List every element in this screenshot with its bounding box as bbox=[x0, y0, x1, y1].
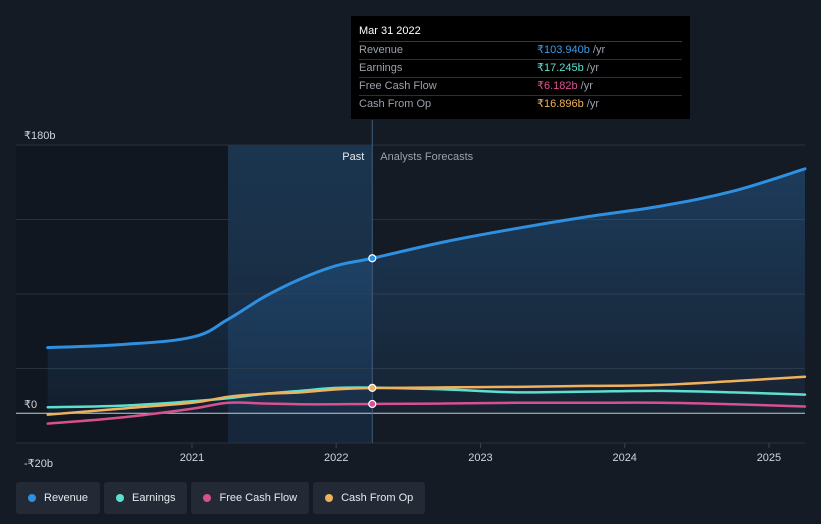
legend-dot-icon bbox=[116, 494, 125, 502]
tooltip-unit: /yr bbox=[586, 62, 599, 74]
legend-label: Earnings bbox=[132, 492, 176, 504]
legend-item-revenue[interactable]: Revenue bbox=[16, 482, 101, 514]
legend-label: Revenue bbox=[44, 492, 89, 504]
x-tick-label: 2021 bbox=[180, 452, 204, 464]
x-tick-label: 2025 bbox=[757, 452, 781, 464]
tooltip-row-earnings: Earnings ₹17.245b /yr bbox=[359, 60, 682, 78]
tooltip-value: ₹16.896b bbox=[537, 98, 584, 110]
tooltip-value: ₹103.940b bbox=[537, 44, 590, 56]
tooltip-row-free-cash-flow: Free Cash Flow ₹6.182b /yr bbox=[359, 78, 682, 96]
tooltip-label: Free Cash Flow bbox=[359, 80, 437, 92]
tooltip-value: ₹6.182b bbox=[537, 80, 578, 92]
x-tick-label: 2023 bbox=[468, 452, 492, 464]
marker-free-cash-flow bbox=[368, 399, 377, 409]
series-line-revenue bbox=[46, 167, 807, 350]
tooltip-label: Earnings bbox=[359, 62, 403, 74]
tooltip-row-cash-from-op: Cash From Op ₹16.896b /yr bbox=[359, 96, 682, 113]
tooltip-label: Revenue bbox=[359, 44, 404, 56]
tooltip-unit: /yr bbox=[586, 98, 599, 110]
tooltip-value: ₹17.245b bbox=[537, 62, 584, 74]
marker-revenue bbox=[368, 254, 377, 263]
y-tick-label: ₹180b bbox=[24, 130, 55, 142]
legend-dot-icon bbox=[203, 494, 212, 502]
revenue-area bbox=[47, 168, 805, 414]
legend-item-free-cash-flow[interactable]: Free Cash Flow bbox=[191, 482, 310, 514]
series-line-cash-from-op bbox=[46, 375, 807, 416]
forecast-label: Analysts Forecasts bbox=[380, 151, 473, 163]
legend-item-cash-from-op[interactable]: Cash From Op bbox=[313, 482, 426, 514]
legend-dot-icon bbox=[325, 494, 334, 502]
x-tick-label: 2022 bbox=[324, 452, 348, 464]
legend-label: Cash From Op bbox=[341, 492, 414, 504]
tooltip-row-revenue: Revenue ₹103.940b /yr bbox=[359, 42, 682, 60]
legend-dot-icon bbox=[28, 494, 36, 502]
past-label: Past bbox=[342, 151, 364, 163]
legend: Revenue Earnings Free Cash Flow Cash Fro… bbox=[16, 482, 426, 514]
tooltip: Mar 31 2022 Revenue ₹103.940b /yr Earnin… bbox=[351, 16, 690, 119]
tooltip-label: Cash From Op bbox=[359, 98, 432, 110]
legend-label: Free Cash Flow bbox=[219, 492, 298, 504]
tooltip-unit: /yr bbox=[580, 80, 593, 92]
y-tick-label: ₹0 bbox=[24, 399, 37, 411]
legend-item-earnings[interactable]: Earnings bbox=[104, 482, 188, 514]
tooltip-date: Mar 31 2022 bbox=[359, 24, 682, 42]
marker-cash-from-op bbox=[368, 383, 377, 392]
x-tick-label: 2024 bbox=[612, 452, 636, 464]
series-line-free-cash-flow bbox=[46, 401, 807, 425]
tooltip-unit: /yr bbox=[592, 44, 606, 56]
y-tick-label: -₹20b bbox=[24, 458, 53, 470]
